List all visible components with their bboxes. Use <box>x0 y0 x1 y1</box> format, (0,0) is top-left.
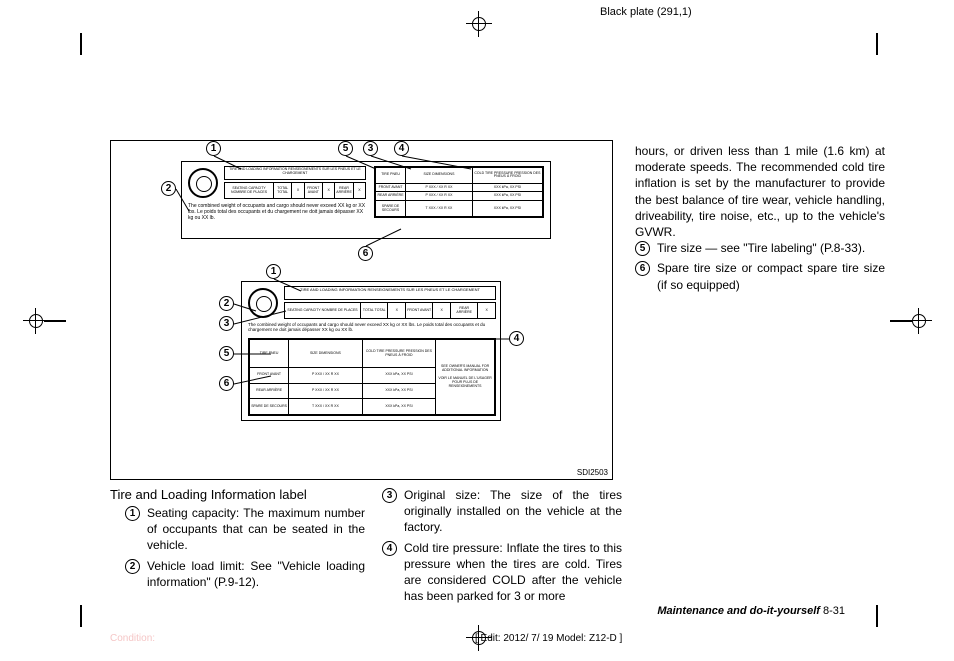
page: TIRE AND LOADING INFORMATION RENSEIGNEME… <box>75 35 885 615</box>
list-item-5: 5 Tire size — see "Tire labeling" (P.8-3… <box>635 240 885 256</box>
callout-4: 4 <box>509 331 524 346</box>
list-item-3: 3 Original size: The size of the tires o… <box>382 487 622 536</box>
callout-number: 3 <box>382 488 397 503</box>
registration-mark <box>468 13 490 35</box>
footer-edit: [ Edit: 2012/ 7/ 19 Model: Z12-D ] <box>475 633 622 644</box>
callout-1: 1 <box>206 141 221 156</box>
callout-3: 3 <box>363 141 378 156</box>
list-item-4: 4 Cold tire pressure: Inflate the tires … <box>382 540 622 605</box>
list-item-1: 1 Seating capacity: The maximum number o… <box>125 505 365 554</box>
column-bottom-middle: 3 Original size: The size of the tires o… <box>382 487 622 608</box>
callout-6: 6 <box>358 246 373 261</box>
callout-2: 2 <box>161 181 176 196</box>
callout-4: 4 <box>394 141 409 156</box>
callout-5: 5 <box>219 346 234 361</box>
footer-section: Maintenance and do-it-yourself 8-31 <box>657 605 845 617</box>
callout-number: 5 <box>635 241 650 256</box>
callout-number: 4 <box>382 541 397 556</box>
list-item-2: 2 Vehicle load limit: See "Vehicle loadi… <box>125 558 365 590</box>
figure-title: Tire and Loading Information label <box>110 487 307 502</box>
figure-id: SDI2503 <box>577 468 608 477</box>
plate-note: Black plate (291,1) <box>600 6 692 18</box>
registration-mark <box>908 310 930 332</box>
callout-3: 3 <box>219 316 234 331</box>
callout-number: 2 <box>125 559 140 574</box>
paragraph: Cold tire pressure: Inflate the tires to… <box>404 540 622 605</box>
paragraph: Tire size — see "Tire labeling" (P.8-33)… <box>657 240 885 256</box>
callout-1: 1 <box>266 264 281 279</box>
column-bottom-left: 1 Seating capacity: The maximum number o… <box>125 505 365 594</box>
callout-5: 5 <box>338 141 353 156</box>
page-number: 8-31 <box>820 605 845 617</box>
list-item-6: 6 Spare tire size or compact spare tire … <box>635 260 885 292</box>
column-right: hours, or driven less than 1 mile (1.6 k… <box>635 143 885 297</box>
paragraph: Seating capacity: The maximum number of … <box>147 505 365 554</box>
callout-number: 1 <box>125 506 140 521</box>
registration-mark <box>25 310 47 332</box>
paragraph: Original size: The size of the tires ori… <box>404 487 622 536</box>
paragraph: hours, or driven less than 1 mile (1.6 k… <box>635 143 885 240</box>
callout-2: 2 <box>219 296 234 311</box>
figure-box: TIRE AND LOADING INFORMATION RENSEIGNEME… <box>110 140 613 480</box>
footer-condition: Condition: <box>110 633 155 644</box>
paragraph: Spare tire size or compact spare tire si… <box>657 260 885 292</box>
section-title: Maintenance and do-it-yourself <box>657 605 820 617</box>
callout-number: 6 <box>635 261 650 276</box>
callout-6: 6 <box>219 376 234 391</box>
paragraph: Vehicle load limit: See "Vehicle loading… <box>147 558 365 590</box>
